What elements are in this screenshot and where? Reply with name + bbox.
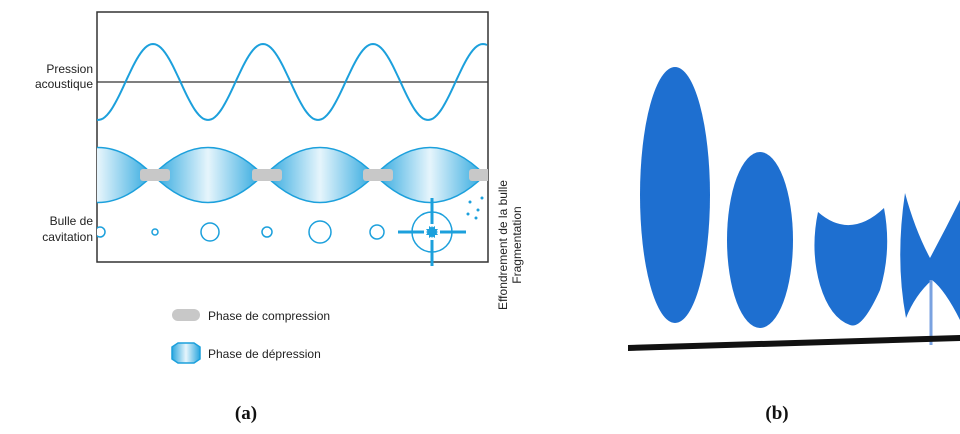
depression-icon xyxy=(172,343,200,363)
bubble xyxy=(262,227,272,237)
figure: Pression acoustique Bulle de cavitation … xyxy=(0,0,960,434)
legend-label: Phase de dépression xyxy=(208,347,321,361)
compression-bar xyxy=(363,169,393,181)
legend-label: Phase de compression xyxy=(208,309,330,323)
bubble xyxy=(201,223,219,241)
fragment xyxy=(481,197,484,200)
compression-bar xyxy=(140,169,170,181)
fragment xyxy=(469,201,472,204)
bubble-label: Bulle de xyxy=(50,214,94,228)
bubble xyxy=(152,229,158,235)
pressure-label: acoustique xyxy=(35,77,93,91)
caption: (a) xyxy=(235,403,257,424)
caption: (b) xyxy=(765,403,788,424)
bubble xyxy=(309,221,331,243)
bubble xyxy=(727,152,793,328)
bubble xyxy=(814,208,887,326)
fragment xyxy=(467,213,470,216)
panel-a: Pression acoustique Bulle de cavitation … xyxy=(35,12,524,424)
depression-lens xyxy=(43,148,153,203)
collapse-label: Effondrement de la bulle xyxy=(496,180,510,310)
bubble-label: cavitation xyxy=(42,230,93,244)
bubble xyxy=(640,67,710,323)
compression-bar xyxy=(252,169,282,181)
pressure-label: Pression xyxy=(46,62,93,76)
wall xyxy=(628,335,960,351)
bubble xyxy=(370,225,384,239)
compression-icon xyxy=(172,309,200,321)
fragmentation-label: Fragmentation xyxy=(510,206,524,283)
fragment xyxy=(475,217,478,220)
panel-b: (b) xyxy=(628,67,960,424)
fragment xyxy=(477,209,480,212)
compression-bar xyxy=(469,169,499,181)
